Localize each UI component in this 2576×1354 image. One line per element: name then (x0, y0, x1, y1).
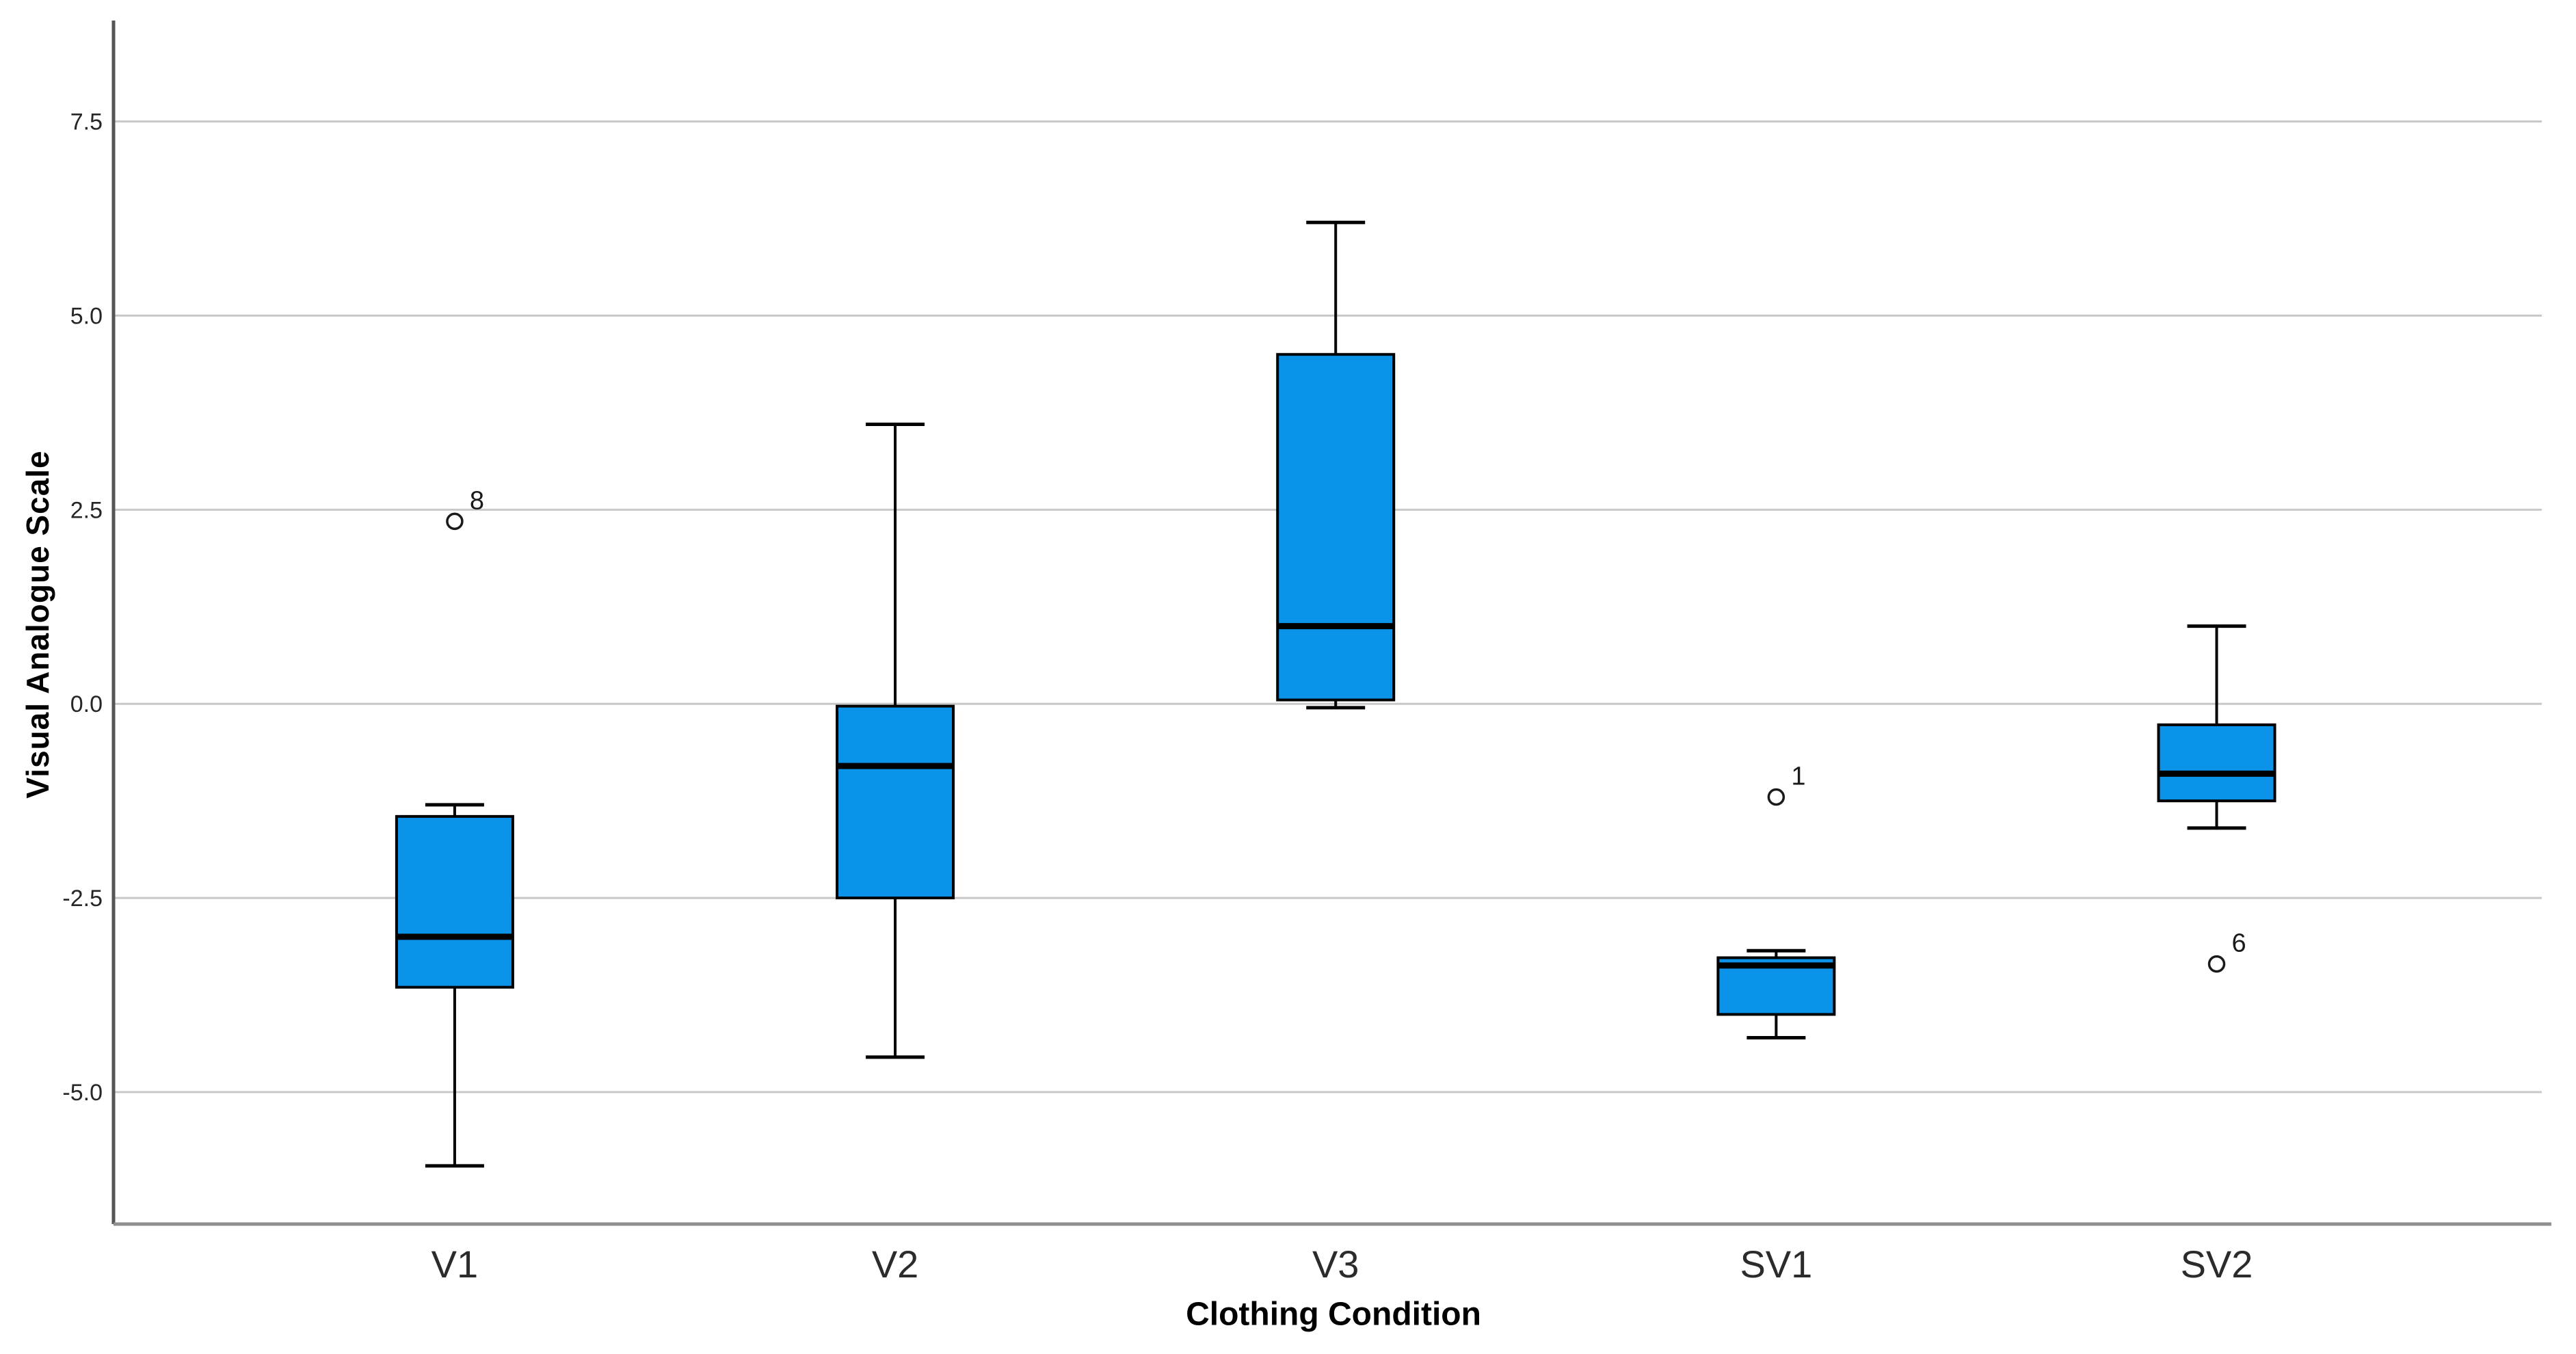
x-axis-title: Clothing Condition (1186, 1296, 1481, 1333)
iqr-box (836, 704, 955, 900)
iqr-box (2157, 723, 2276, 803)
iqr-box (395, 814, 514, 989)
y-tick-label: -2.5 (62, 886, 103, 912)
category-label: SV1 (1740, 1243, 1812, 1286)
y-tick-label: 5.0 (70, 303, 103, 329)
category-label: SV2 (2181, 1243, 2253, 1286)
category-label: V2 (872, 1243, 919, 1286)
outlier-label: 6 (2232, 929, 2246, 958)
outlier-point (2207, 955, 2226, 973)
outlier-point (1767, 788, 1785, 806)
outlier-label: 1 (1791, 762, 1805, 791)
y-tick-label: 2.5 (70, 497, 103, 523)
y-tick-label: -5.0 (62, 1080, 103, 1106)
y-tick-label: 7.5 (70, 109, 103, 135)
y-tick-label: 0.0 (70, 691, 103, 717)
category-label: V1 (431, 1243, 479, 1286)
category-label: V3 (1312, 1243, 1359, 1286)
iqr-box (1276, 353, 1396, 702)
y-axis-title: Visual Analogue Scale (20, 450, 55, 799)
outlier-label: 8 (470, 486, 484, 515)
outlier-point (446, 512, 464, 531)
